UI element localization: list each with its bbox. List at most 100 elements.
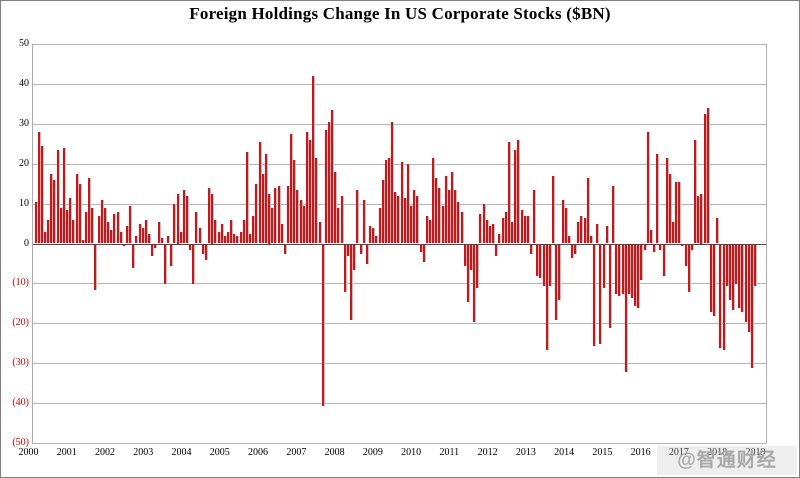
bar [697, 195, 701, 244]
bar [315, 157, 319, 244]
bar [154, 244, 158, 249]
x-axis-year-label: 2012 [477, 447, 498, 458]
gridline [32, 283, 766, 285]
bar [387, 157, 391, 244]
y-axis-tick-label: (50) [12, 437, 29, 448]
bar [675, 181, 679, 244]
bar [129, 205, 133, 244]
bar [264, 153, 268, 244]
bar [337, 207, 341, 244]
bar [97, 215, 101, 244]
x-axis-year-label: 2011 [439, 447, 460, 458]
bar [214, 219, 218, 244]
bar [444, 175, 448, 244]
bar [299, 199, 303, 244]
bar [69, 197, 73, 244]
bar [454, 189, 458, 244]
bar [353, 244, 357, 271]
bar [678, 181, 682, 244]
bar [615, 244, 619, 295]
bar [211, 193, 215, 244]
gridline [32, 83, 766, 85]
bar [473, 244, 477, 323]
bar [384, 159, 388, 244]
bar [318, 221, 322, 244]
bar [536, 244, 540, 277]
bar [681, 244, 685, 247]
bar [662, 244, 666, 277]
bar [457, 201, 461, 244]
bar [694, 139, 698, 244]
bar [375, 235, 379, 244]
bar [485, 219, 489, 244]
bar [460, 211, 464, 244]
bar [564, 207, 568, 244]
bar [223, 235, 227, 244]
bar [53, 179, 57, 244]
y-axis-tick-label: 20 [19, 157, 29, 169]
bar [305, 131, 309, 244]
bar [283, 244, 287, 255]
bar [542, 244, 546, 287]
bar [571, 244, 575, 259]
bar [37, 131, 41, 244]
bar [132, 244, 136, 269]
bar [135, 235, 139, 244]
bar [394, 191, 398, 244]
bar [59, 207, 63, 244]
bar [381, 179, 385, 244]
bar [84, 211, 88, 244]
bar [621, 244, 625, 295]
bar [438, 187, 442, 244]
bar [359, 244, 363, 255]
x-axis-year-label: 2001 [56, 447, 77, 458]
bar [646, 131, 650, 244]
bar [514, 149, 518, 244]
bar [157, 221, 161, 244]
x-axis-year-label: 2005 [209, 447, 230, 458]
bar [239, 231, 243, 244]
bar [328, 121, 331, 244]
bar [406, 163, 410, 244]
bar [331, 109, 335, 244]
bar [656, 153, 660, 244]
bar [94, 244, 98, 291]
bar [185, 195, 189, 244]
bar [321, 244, 325, 407]
bar [665, 157, 669, 244]
bar [649, 229, 653, 244]
bar [249, 233, 253, 244]
bar [81, 239, 85, 244]
bar [608, 244, 612, 329]
bar [122, 244, 126, 247]
bar [548, 244, 552, 287]
x-axis-year-label: 2007 [286, 447, 307, 458]
bar [274, 187, 278, 244]
bar [741, 244, 745, 313]
bar [529, 244, 533, 255]
bar [716, 217, 720, 244]
bar [302, 205, 306, 244]
y-axis-tick-label: (40) [12, 397, 29, 409]
gridline [32, 123, 766, 125]
bar [296, 189, 300, 244]
bar [599, 244, 603, 345]
bar [403, 197, 407, 244]
plot-border [766, 44, 767, 443]
bar [286, 185, 290, 244]
bar [687, 244, 691, 293]
zero-line [32, 243, 766, 245]
bar [435, 177, 439, 244]
bar [482, 203, 486, 244]
bar [110, 229, 114, 244]
bar [138, 223, 142, 244]
bar [163, 244, 167, 285]
bar [220, 223, 224, 244]
bar [558, 244, 562, 301]
bar [343, 244, 347, 293]
bar [167, 235, 171, 244]
bar [735, 244, 739, 285]
y-axis-tick-label: 30 [19, 117, 29, 129]
bar [410, 205, 414, 244]
